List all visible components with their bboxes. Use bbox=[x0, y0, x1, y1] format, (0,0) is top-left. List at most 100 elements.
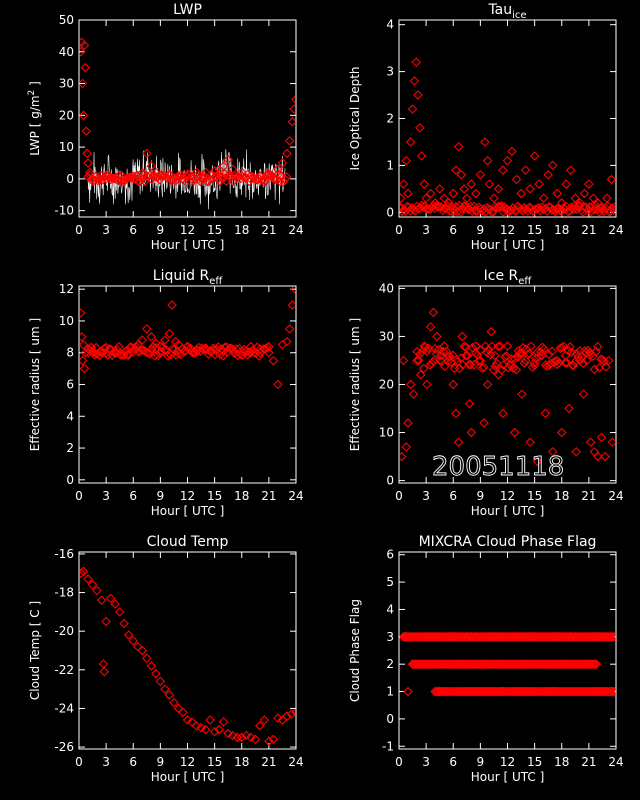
lwp-ytick-label: 30 bbox=[59, 77, 74, 91]
liquid_reff-point bbox=[242, 350, 253, 360]
liquid_reff-point bbox=[259, 344, 269, 354]
liquid_reff-ytick-label: 4 bbox=[66, 409, 74, 423]
tau_ice-xtick-label: 3 bbox=[422, 223, 430, 237]
lwp-point bbox=[277, 158, 288, 168]
tau_ice-point bbox=[550, 206, 561, 216]
cloud_temp-xtick-label: 21 bbox=[261, 755, 276, 769]
ice_reff-ytick-label: 30 bbox=[379, 329, 394, 343]
tau_ice-point bbox=[416, 151, 427, 161]
ice_reff-point bbox=[400, 451, 407, 462]
liquid_reff-xtick-label: 0 bbox=[75, 489, 83, 503]
tau_ice-point bbox=[419, 179, 430, 189]
lwp-markers bbox=[80, 37, 295, 210]
liquid_reff-point bbox=[164, 328, 175, 339]
lwp-point bbox=[282, 148, 292, 159]
ice_reff-point bbox=[483, 344, 494, 355]
cloud_temp-panel: 0 3 6 9 12 15 18 21 24 -26 -24 -22 -20 -18 -16 Cloud Te… bbox=[28, 534, 304, 784]
phase_flag-ytick-label: 6 bbox=[386, 548, 394, 562]
ice_reff-ylabel: Effective radius [ um ] bbox=[348, 318, 362, 451]
liquid_reff-ytick-label: 0 bbox=[66, 473, 74, 487]
ice_reff-point bbox=[539, 344, 549, 354]
ice_reff-point bbox=[571, 446, 581, 457]
cloud_temp-point bbox=[223, 728, 233, 739]
tau_ice-point bbox=[466, 179, 477, 189]
phase_flag-ytick-label: 0 bbox=[386, 712, 394, 726]
ice_reff-point bbox=[466, 427, 477, 438]
cloud_temp-point bbox=[99, 666, 110, 677]
lwp-point bbox=[218, 161, 229, 171]
tau_ice-point bbox=[457, 203, 468, 214]
liquid_reff-point bbox=[137, 335, 148, 345]
tau_ice-point bbox=[516, 188, 526, 199]
phase_flag-point bbox=[403, 686, 413, 697]
liquid_reff-point bbox=[284, 324, 295, 334]
cloud_temp-point bbox=[250, 734, 261, 745]
date-annotation: 20051118 bbox=[432, 452, 564, 482]
phase_flag-ytick-label: 4 bbox=[386, 602, 394, 616]
lwp-xtick-label: 3 bbox=[102, 223, 110, 237]
ice_reff-point bbox=[509, 427, 520, 438]
lwp-ytick-label: 20 bbox=[59, 108, 74, 122]
liquid_reff-point bbox=[101, 342, 111, 353]
liquid_reff-point bbox=[268, 355, 279, 366]
ice_reff-point bbox=[459, 341, 470, 352]
liquid_reff-point bbox=[160, 335, 170, 345]
cloud_temp-point bbox=[232, 732, 243, 743]
cloud_temp-point bbox=[142, 653, 152, 664]
ice_reff-point bbox=[511, 365, 522, 375]
ice_reff-point bbox=[560, 358, 570, 368]
ice_reff-point bbox=[566, 347, 577, 357]
ice_reff-point bbox=[568, 360, 579, 371]
tau_ice-point bbox=[453, 141, 464, 152]
ice_reff-xtick-label: 0 bbox=[395, 489, 403, 503]
tau_ice-point bbox=[400, 206, 408, 216]
ice_reff-point bbox=[451, 408, 461, 419]
ice_reff-point bbox=[509, 353, 520, 364]
lwp-point bbox=[197, 173, 207, 184]
ice_reff-xtick-label: 15 bbox=[527, 489, 542, 503]
ice_reff-panel: 0 3 6 9 12 15 18 21 24 0 10 20 30 40 Ice Reff Hour [ UT… bbox=[348, 268, 624, 518]
liquid_reff-ylabel: Effective radius [ um ] bbox=[28, 318, 42, 451]
lwp-point bbox=[167, 175, 178, 186]
liquid_reff-ytick-label: 12 bbox=[59, 282, 74, 296]
ice_reff-point bbox=[413, 355, 424, 365]
lwp-xtick-label: 6 bbox=[129, 223, 137, 237]
phase_flag-point bbox=[608, 632, 615, 642]
lwp-point bbox=[176, 170, 186, 180]
ice_reff-point bbox=[581, 347, 592, 358]
ice_reff-point bbox=[485, 349, 496, 360]
liquid_reff-point bbox=[107, 350, 118, 361]
tau_ice-point bbox=[540, 203, 551, 214]
tau_ice-ytick-label: 2 bbox=[386, 112, 394, 126]
tau_ice-point bbox=[415, 123, 425, 133]
tau_ice-point bbox=[451, 201, 461, 212]
lwp-point bbox=[200, 167, 211, 178]
phase_flag-xtick-label: 3 bbox=[422, 755, 430, 769]
ice_reff-point bbox=[486, 326, 497, 337]
cloud_temp-ytick-label: -16 bbox=[54, 547, 74, 561]
lwp-ytick-label: 40 bbox=[59, 45, 74, 59]
cloud_temp-ytick-label: -18 bbox=[54, 586, 74, 600]
tau_ice-point bbox=[438, 205, 448, 216]
cloud_temp-point bbox=[227, 730, 238, 741]
tau_ice-point bbox=[456, 170, 467, 180]
liquid_reff-point bbox=[80, 308, 86, 318]
tau_ice-xtick-label: 12 bbox=[500, 223, 515, 237]
lwp-point bbox=[180, 171, 191, 182]
lwp-point bbox=[83, 158, 93, 168]
liquid_reff-point bbox=[290, 287, 295, 294]
tau_ice-point bbox=[489, 193, 499, 204]
cloud_temp-point bbox=[264, 736, 274, 747]
tau_ice-point bbox=[403, 202, 414, 212]
tau_ice-point bbox=[586, 206, 596, 216]
phase_flag-xtick-label: 21 bbox=[581, 755, 596, 769]
ice_reff-point bbox=[408, 389, 419, 399]
phase_flag-point bbox=[609, 686, 615, 697]
tau_ice-point bbox=[405, 137, 416, 147]
ice_reff-point bbox=[454, 363, 465, 374]
tau_ice-ylabel: Ice Optical Depth bbox=[348, 66, 362, 170]
liquid_reff-markers bbox=[80, 287, 295, 390]
ice_reff-point bbox=[461, 342, 471, 352]
